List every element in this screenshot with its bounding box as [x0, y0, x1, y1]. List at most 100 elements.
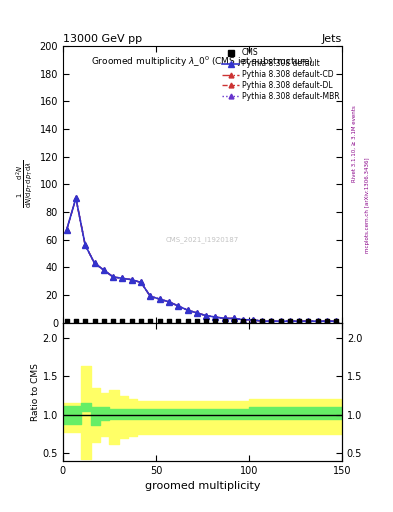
Pythia 8.308 default-CD: [167, 298, 171, 305]
Pythia 8.308 default-DL: [120, 275, 125, 282]
Pythia 8.308 default-CD: [83, 242, 88, 248]
Pythia 8.308 default-DL: [231, 315, 236, 322]
Pythia 8.308 default-CD: [259, 318, 264, 324]
Pythia 8.308 default-CD: [231, 315, 236, 322]
Pythia 8.308 default-MBR: [334, 318, 339, 324]
Pythia 8.308 default-CD: [278, 318, 283, 324]
Pythia 8.308 default-MBR: [176, 303, 180, 309]
Pythia 8.308 default-DL: [241, 317, 246, 323]
Pythia 8.308 default-MBR: [92, 260, 97, 266]
Pythia 8.308 default-DL: [297, 318, 301, 324]
Pythia 8.308 default-DL: [73, 195, 78, 201]
Pythia 8.308 default-CD: [222, 315, 227, 322]
Pythia 8.308 default: [111, 274, 116, 280]
Pythia 8.308 default-DL: [269, 318, 274, 324]
Pythia 8.308 default-DL: [111, 274, 116, 280]
Pythia 8.308 default: [315, 318, 320, 324]
CMS: [240, 317, 246, 325]
Pythia 8.308 default-DL: [250, 317, 255, 323]
Pythia 8.308 default-MBR: [241, 317, 246, 323]
Pythia 8.308 default-DL: [213, 314, 218, 320]
Pythia 8.308 default-MBR: [213, 314, 218, 320]
Pythia 8.308 default-DL: [92, 260, 97, 266]
CMS: [250, 317, 256, 325]
Pythia 8.308 default-MBR: [64, 227, 69, 233]
Pythia 8.308 default: [231, 315, 236, 322]
Pythia 8.308 default-CD: [334, 318, 339, 324]
CMS: [324, 317, 330, 325]
CMS: [110, 317, 116, 325]
Text: Jets: Jets: [321, 34, 342, 44]
Pythia 8.308 default-DL: [148, 293, 152, 300]
Pythia 8.308 default-DL: [195, 310, 199, 316]
Pythia 8.308 default: [325, 318, 329, 324]
Pythia 8.308 default-CD: [297, 318, 301, 324]
Pythia 8.308 default-MBR: [73, 195, 78, 201]
CMS: [277, 317, 284, 325]
Pythia 8.308 default: [269, 318, 274, 324]
Pythia 8.308 default-CD: [315, 318, 320, 324]
Pythia 8.308 default-MBR: [120, 275, 125, 282]
Pythia 8.308 default: [250, 317, 255, 323]
Pythia 8.308 default-DL: [167, 298, 171, 305]
Pythia 8.308 default-DL: [325, 318, 329, 324]
CMS: [286, 317, 293, 325]
Pythia 8.308 default-MBR: [222, 315, 227, 322]
Pythia 8.308 default-CD: [73, 195, 78, 201]
Pythia 8.308 default-MBR: [231, 315, 236, 322]
Pythia 8.308 default-DL: [83, 242, 88, 248]
Pythia 8.308 default: [185, 307, 190, 313]
Pythia 8.308 default-DL: [129, 276, 134, 283]
Line: Pythia 8.308 default-CD: Pythia 8.308 default-CD: [64, 196, 339, 324]
Pythia 8.308 default: [222, 315, 227, 322]
Pythia 8.308 default-DL: [334, 318, 339, 324]
Pythia 8.308 default-CD: [213, 314, 218, 320]
CMS: [73, 317, 79, 325]
Pythia 8.308 default-CD: [120, 275, 125, 282]
CMS: [314, 317, 321, 325]
Pythia 8.308 default-CD: [185, 307, 190, 313]
Pythia 8.308 default: [297, 318, 301, 324]
Pythia 8.308 default-MBR: [167, 298, 171, 305]
Pythia 8.308 default: [129, 276, 134, 283]
Pythia 8.308 default: [120, 275, 125, 282]
Pythia 8.308 default-DL: [278, 318, 283, 324]
Pythia 8.308 default-CD: [287, 318, 292, 324]
Pythia 8.308 default-DL: [176, 303, 180, 309]
Line: Pythia 8.308 default: Pythia 8.308 default: [64, 196, 339, 324]
Pythia 8.308 default-CD: [325, 318, 329, 324]
Pythia 8.308 default-MBR: [157, 296, 162, 302]
Pythia 8.308 default-MBR: [204, 312, 208, 318]
Pythia 8.308 default: [259, 318, 264, 324]
Pythia 8.308 default-MBR: [297, 318, 301, 324]
Pythia 8.308 default-CD: [111, 274, 116, 280]
CMS: [203, 317, 209, 325]
Pythia 8.308 default: [213, 314, 218, 320]
Pythia 8.308 default: [167, 298, 171, 305]
Pythia 8.308 default-DL: [222, 315, 227, 322]
Text: mcplots.cern.ch [arXiv:1306.3436]: mcplots.cern.ch [arXiv:1306.3436]: [365, 157, 371, 252]
Pythia 8.308 default-MBR: [315, 318, 320, 324]
CMS: [129, 317, 135, 325]
CMS: [156, 317, 163, 325]
Line: Pythia 8.308 default-DL: Pythia 8.308 default-DL: [64, 196, 339, 324]
X-axis label: groomed multiplicity: groomed multiplicity: [145, 481, 260, 491]
Pythia 8.308 default-CD: [250, 317, 255, 323]
Y-axis label: Ratio to CMS: Ratio to CMS: [31, 362, 40, 421]
Pythia 8.308 default-DL: [157, 296, 162, 302]
Pythia 8.308 default-MBR: [287, 318, 292, 324]
Pythia 8.308 default: [73, 195, 78, 201]
Pythia 8.308 default-MBR: [278, 318, 283, 324]
CMS: [184, 317, 191, 325]
Legend: CMS, Pythia 8.308 default, Pythia 8.308 default-CD, Pythia 8.308 default-DL, Pyt: CMS, Pythia 8.308 default, Pythia 8.308 …: [222, 48, 340, 101]
CMS: [119, 317, 125, 325]
CMS: [305, 317, 312, 325]
Pythia 8.308 default-CD: [176, 303, 180, 309]
Pythia 8.308 default-DL: [64, 227, 69, 233]
Y-axis label: $\frac{1}{\mathrm{d}N/\mathrm{d}p_T} \frac{\mathrm{d}^2N}{\mathrm{d}p_T\,\mathrm: $\frac{1}{\mathrm{d}N/\mathrm{d}p_T} \fr…: [15, 160, 35, 208]
Pythia 8.308 default-DL: [139, 280, 143, 286]
Pythia 8.308 default-MBR: [306, 318, 311, 324]
Pythia 8.308 default-CD: [269, 318, 274, 324]
Pythia 8.308 default-MBR: [83, 242, 88, 248]
Pythia 8.308 default-MBR: [250, 317, 255, 323]
